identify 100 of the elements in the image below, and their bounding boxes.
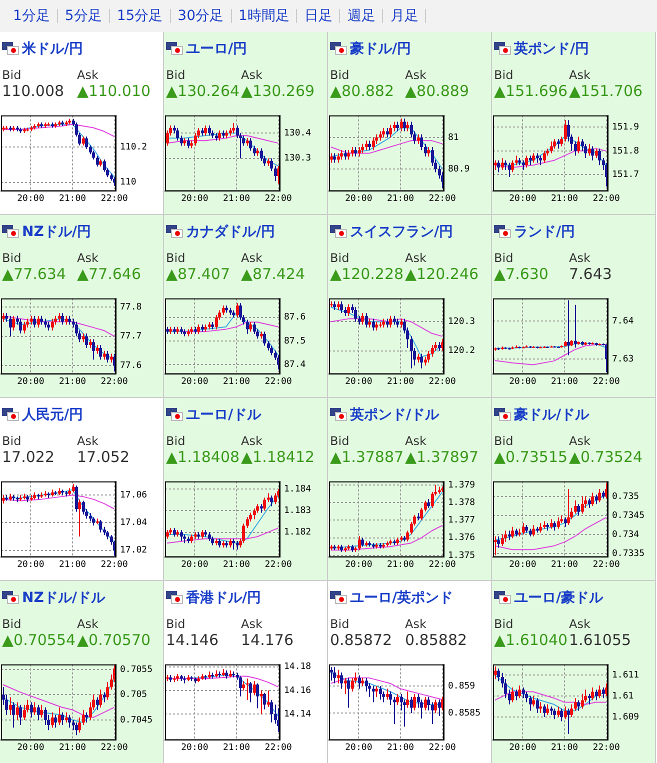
candlestick xyxy=(396,694,399,706)
candlestick xyxy=(263,331,266,346)
text: ▲110.010 xyxy=(77,82,151,100)
candlestick xyxy=(92,338,95,360)
candlestick xyxy=(253,145,256,156)
x-tick-label: 22:00 xyxy=(592,194,620,204)
text: Ask xyxy=(569,617,590,631)
text: ▲0.70554 xyxy=(2,631,76,649)
candlestick xyxy=(497,160,500,173)
candlestick xyxy=(577,700,580,712)
candlestick xyxy=(267,340,270,352)
x-tick-label: 22:00 xyxy=(264,194,292,204)
x-tick-label: 20:00 xyxy=(181,742,208,753)
candlestick xyxy=(270,494,273,507)
y-tick-label: 17.02 xyxy=(120,546,148,556)
candlestick xyxy=(406,530,409,542)
candlestick xyxy=(337,669,340,684)
candlestick xyxy=(344,150,347,160)
text: Ask xyxy=(77,434,98,448)
candlestick xyxy=(246,319,249,334)
chart-title: ユーロ/ドル xyxy=(186,406,262,424)
x-tick-label: 22:00 xyxy=(428,560,456,570)
candlestick xyxy=(12,315,15,331)
x-tick-label: 20:00 xyxy=(17,742,44,753)
candlestick xyxy=(515,155,518,166)
candlestick xyxy=(501,158,504,170)
text: Bid xyxy=(494,434,514,448)
candlestick xyxy=(567,300,570,356)
candlestick xyxy=(504,530,507,543)
candlestick xyxy=(51,318,54,331)
x-tick-label: 22:00 xyxy=(100,376,128,387)
candlestick xyxy=(19,318,22,334)
text: 0.85882 xyxy=(405,631,468,649)
y-tick-label: 0.7055 xyxy=(120,664,153,675)
candlestick xyxy=(564,706,567,720)
x-tick-label: 20:00 xyxy=(509,376,536,387)
candlestick xyxy=(553,708,556,720)
candlestick xyxy=(529,155,532,166)
candlestick xyxy=(543,704,546,718)
candlestick xyxy=(215,314,218,330)
candlestick xyxy=(598,488,601,503)
candlestick xyxy=(82,709,85,726)
candlestick xyxy=(497,536,500,548)
candlestick xyxy=(249,138,252,152)
candlestick xyxy=(539,522,542,534)
y-tick-label: 1.375 xyxy=(448,550,476,561)
candlestick xyxy=(333,666,336,684)
candlestick xyxy=(406,690,409,708)
candlestick xyxy=(354,146,357,157)
text: Ask xyxy=(241,68,262,82)
chart-title: NZドル/ドル xyxy=(22,589,105,607)
x-tick-label: 20:00 xyxy=(17,194,44,204)
candlestick xyxy=(595,689,598,701)
candlestick xyxy=(393,696,396,724)
y-tick-label: 151.8 xyxy=(612,146,640,156)
y-tick-label: 1.61 xyxy=(612,691,634,702)
chart-title: 米ドル/円 xyxy=(22,40,84,58)
candlestick xyxy=(410,336,413,369)
candlestick xyxy=(85,332,88,348)
text: ▲1.61040 xyxy=(494,631,568,649)
candlestick xyxy=(58,706,61,726)
candlestick xyxy=(365,312,368,328)
candlestick xyxy=(539,155,542,166)
candlestick xyxy=(494,536,497,556)
y-tick-label: 120.3 xyxy=(448,317,476,328)
candlestick xyxy=(253,680,256,696)
candlestick xyxy=(23,321,26,334)
candlestick xyxy=(270,345,273,356)
text: Ask xyxy=(241,434,262,448)
text: ▲1.37887 xyxy=(330,448,404,466)
y-tick-label: 130.3 xyxy=(284,154,312,164)
y-tick-label: 7.63 xyxy=(612,354,634,364)
text: 0.85872 xyxy=(330,631,392,649)
candlestick xyxy=(106,682,109,700)
candlestick xyxy=(529,695,532,712)
text: 週足 xyxy=(340,8,384,24)
candlestick xyxy=(347,150,350,160)
text: Ask xyxy=(569,68,590,82)
y-tick-label: 87.5 xyxy=(284,336,306,346)
candlestick xyxy=(260,690,263,715)
candlestick xyxy=(546,704,549,716)
candlestick xyxy=(424,500,427,512)
candlestick xyxy=(103,692,106,703)
candlestick xyxy=(396,121,399,132)
x-tick-label: 21:00 xyxy=(58,560,86,570)
candlestick xyxy=(588,693,591,705)
y-tick-label: 151.7 xyxy=(612,170,640,180)
candlestick xyxy=(536,152,539,164)
text: Bid xyxy=(330,434,350,448)
candlestick xyxy=(242,680,245,691)
candlestick xyxy=(539,702,542,714)
candlestick xyxy=(420,507,423,521)
x-tick-label: 20:00 xyxy=(17,376,44,387)
candlestick xyxy=(577,504,580,516)
candlestick xyxy=(581,496,584,514)
candlestick xyxy=(379,686,382,700)
candlestick xyxy=(424,143,427,157)
candlestick xyxy=(406,121,409,132)
candlestick xyxy=(570,704,573,718)
text: Ask xyxy=(77,251,98,265)
